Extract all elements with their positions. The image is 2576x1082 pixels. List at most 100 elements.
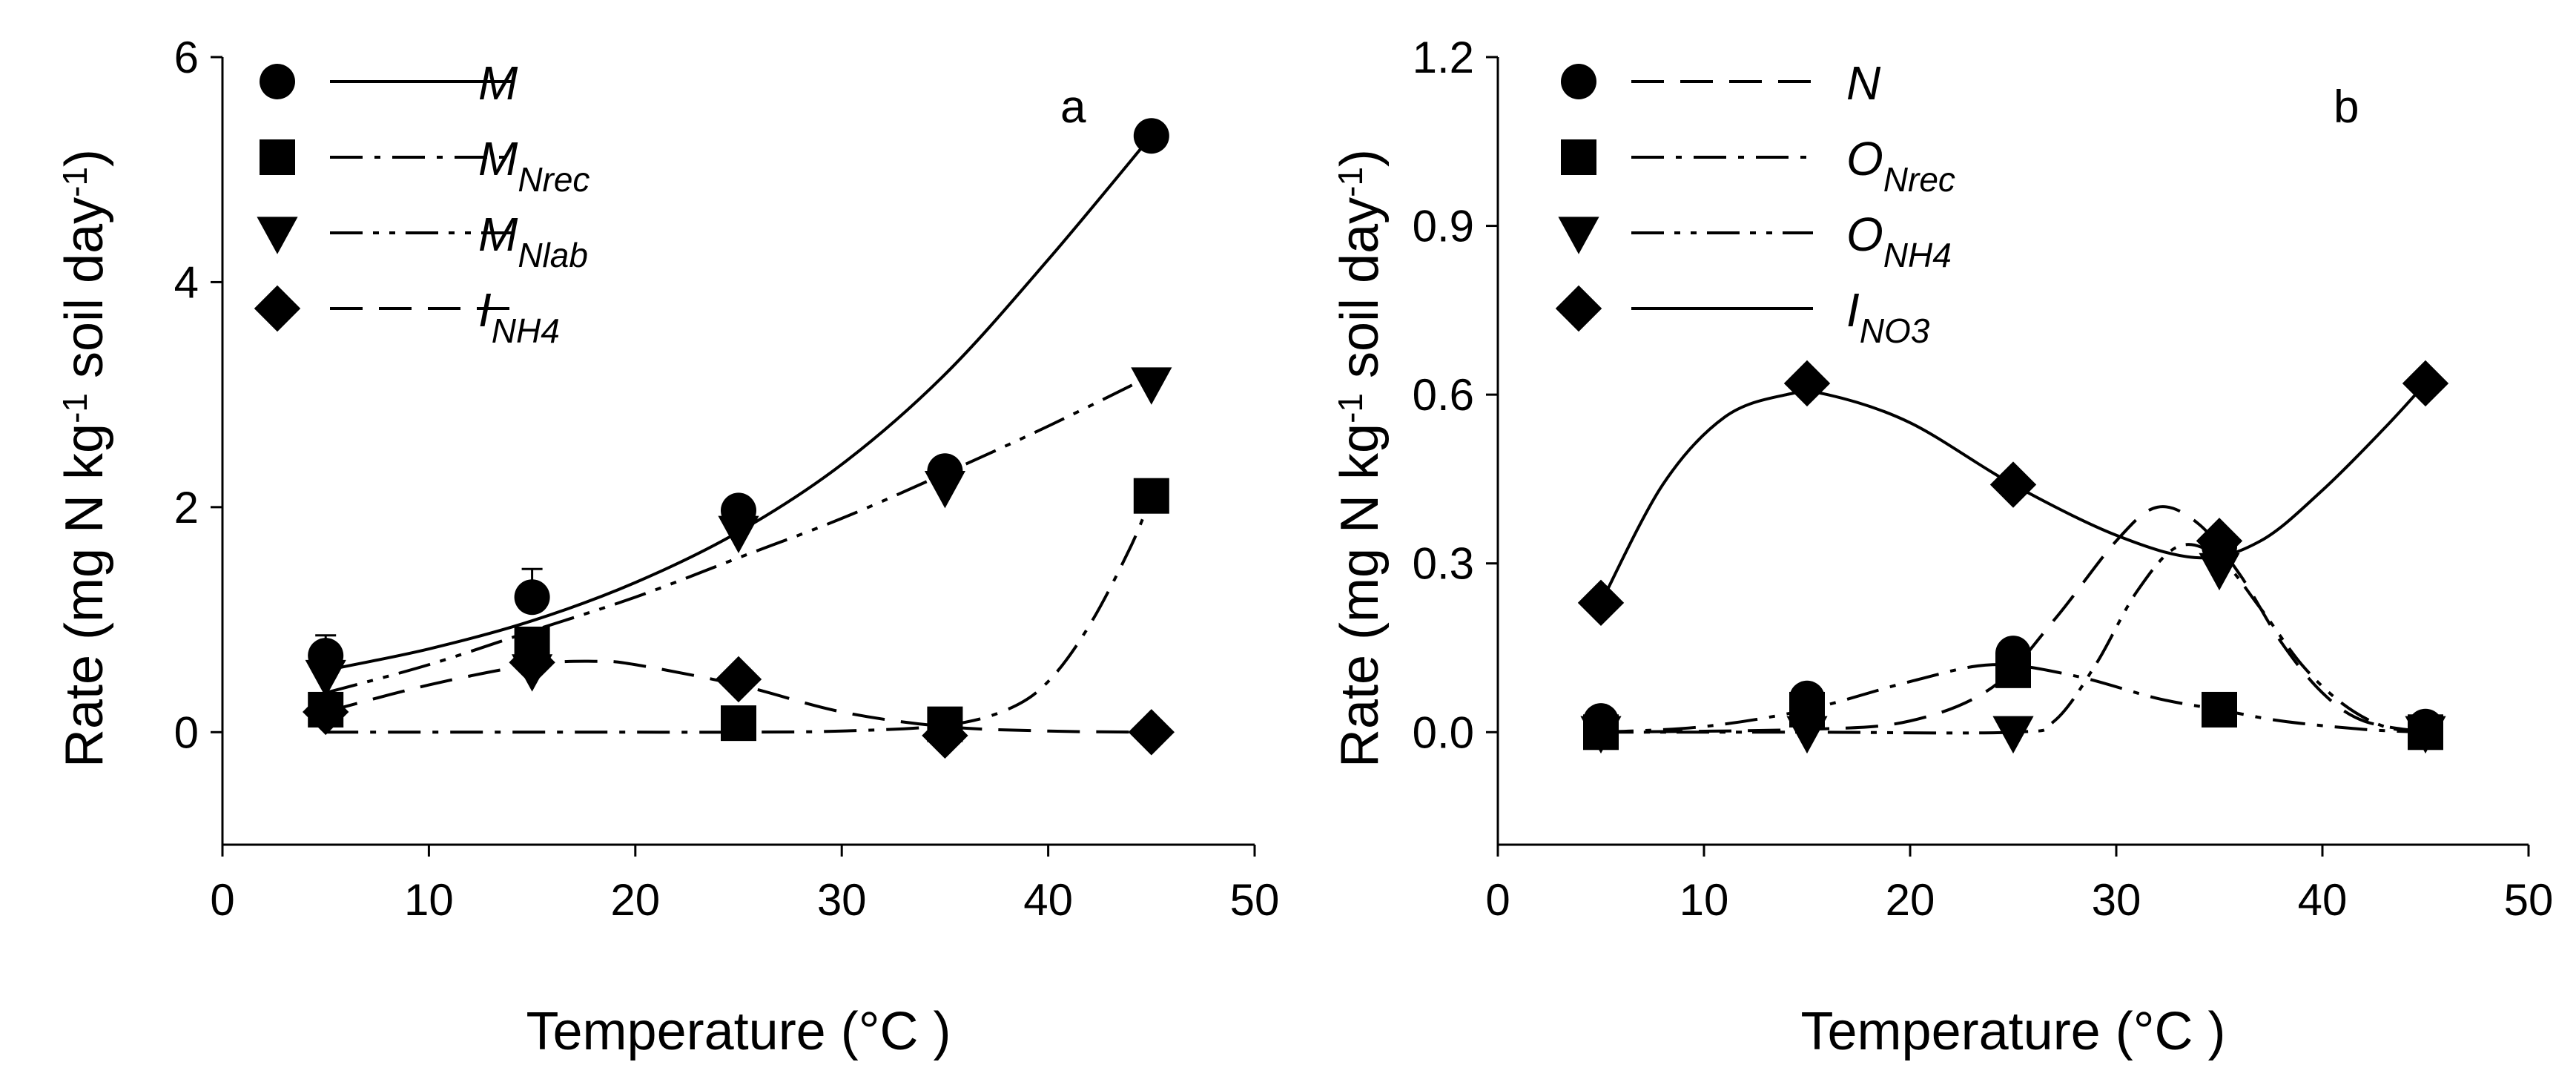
y-axis-title-superscript: -1 — [56, 167, 94, 197]
y-tick-label: 0.3 — [1413, 539, 1474, 589]
data-point-ONH4 — [2405, 716, 2446, 754]
data-point-INH4 — [922, 712, 968, 759]
data-point-ONrec — [1995, 652, 2031, 688]
legend-label-INO3: INO3 — [1846, 283, 1930, 350]
y-axis-title-superscript: -1 — [1331, 393, 1370, 423]
legend-label-ONrec: ONrec — [1846, 132, 1955, 199]
legend-marker-ONrec — [1561, 139, 1596, 175]
legend-label-main: M — [478, 208, 518, 261]
y-axis-title-part: soil day — [55, 197, 114, 393]
y-tick-label: 0.6 — [1413, 370, 1474, 420]
x-tick-label: 10 — [404, 875, 454, 925]
legend-label-MNrec: MNrec — [478, 132, 589, 199]
data-point-INO3 — [1783, 360, 1831, 407]
data-point-INO3 — [1989, 461, 2037, 508]
series-fit-line-ONrec — [1600, 663, 2426, 734]
panel-a: 0 10 20 30 40 50 0 2 4 6 Temperature (°C ) Rate (mg… — [55, 33, 1279, 1061]
data-point-INH4 — [303, 688, 349, 736]
legend-label-main: O — [1846, 208, 1883, 261]
y-axis-title: Rate (mg N kg-1 soil day-1) — [55, 149, 114, 768]
data-point-INO3 — [1577, 579, 1625, 627]
x-tick-label: 20 — [610, 875, 660, 925]
panel-letter: b — [2334, 82, 2359, 133]
data-point-ONH4 — [1992, 716, 2034, 754]
y-tick-label: 1.2 — [1413, 33, 1474, 82]
series-fit-line-M — [325, 134, 1153, 672]
y-axis-title-superscript: -1 — [1331, 167, 1370, 197]
data-point-MNrec — [721, 705, 756, 742]
series-fit-line-INH4 — [325, 659, 1152, 734]
legend-label-subscript: Nrec — [518, 160, 589, 199]
legend-label-main: M — [478, 56, 518, 110]
y-axis-title-part: soil day — [1330, 197, 1390, 393]
y-tick-label: 0.0 — [1413, 707, 1474, 757]
data-point-INO3 — [2402, 360, 2449, 407]
x-tick-label: 30 — [817, 875, 867, 925]
data-point-INO3 — [2196, 518, 2243, 564]
x-tick-label: 10 — [1680, 875, 1729, 925]
series-fit-line-ONH4 — [1600, 543, 2426, 735]
legend-label-subscript: NH4 — [492, 311, 560, 350]
data-point-ONrec — [2202, 691, 2237, 728]
legend-label-subscript: NO3 — [1860, 311, 1930, 350]
x-axis-title: Temperature (°C ) — [526, 1002, 951, 1061]
legend-label-N: N — [1846, 56, 1881, 110]
y-tick-label: 0 — [174, 707, 199, 757]
legend-label-MNlab: MNlab — [478, 208, 588, 274]
data-point-ONH4 — [2199, 552, 2240, 591]
y-tick-label: 6 — [174, 33, 199, 82]
legend-label-main: O — [1846, 132, 1883, 185]
legend-label-subscript: Nrec — [1883, 160, 1955, 199]
x-tick-label: 50 — [1230, 875, 1280, 925]
x-tick-label: 40 — [2298, 875, 2348, 925]
legend-label-main: M — [478, 132, 518, 185]
series-fit-line-MNrec — [326, 495, 1153, 734]
legend-marker-INO3 — [1555, 285, 1602, 332]
data-point-INH4 — [1128, 709, 1175, 756]
legend-marker-M — [260, 64, 295, 99]
x-tick-label: 30 — [2092, 875, 2141, 925]
y-axis-title: Rate (mg N kg-1 soil day-1) — [1330, 149, 1390, 768]
y-axis-title-part: Rate (mg N kg — [55, 423, 114, 768]
data-point-MNrec — [1133, 478, 1169, 514]
legend-label-main: I — [478, 283, 492, 337]
data-point-ONH4 — [1786, 716, 1828, 754]
y-axis-title-superscript: -1 — [56, 393, 94, 423]
legend-label-ONH4: ONH4 — [1846, 208, 1952, 274]
data-point-MNlab — [718, 515, 759, 554]
legend-label-main: N — [1846, 56, 1881, 110]
x-axis-title: Temperature (°C ) — [1801, 1002, 2226, 1061]
legend-label-main: I — [1846, 283, 1860, 337]
data-point-MNlab — [305, 659, 346, 698]
legend-marker-ONH4 — [1558, 217, 1599, 254]
series-fit-line-MNlab — [325, 374, 1152, 695]
y-tick-label: 4 — [174, 257, 199, 307]
legend-label-M: M — [478, 56, 518, 110]
legend-label-subscript: Nlab — [518, 236, 588, 274]
x-tick-label: 0 — [210, 875, 234, 925]
y-axis-title-part: ) — [55, 149, 114, 167]
legend-marker-N — [1561, 64, 1596, 99]
data-point-M — [1133, 118, 1169, 154]
data-point-ONH4 — [1580, 716, 1622, 754]
panel-b: 0 10 20 30 40 50 0.0 0.3 0.6 0.9 1.2 Temperature (°… — [1330, 33, 2553, 1061]
data-point-MNlab — [924, 470, 965, 509]
x-tick-label: 50 — [2504, 875, 2554, 925]
data-point-M — [514, 579, 550, 616]
y-axis-title-part: ) — [1330, 149, 1390, 167]
legend-marker-MNlab — [257, 217, 298, 254]
y-axis-title-part: Rate (mg N kg — [1330, 423, 1390, 768]
legend-label-subscript: NH4 — [1883, 236, 1952, 274]
x-tick-label: 0 — [1485, 875, 1510, 925]
data-point-MNlab — [1131, 367, 1172, 405]
y-tick-label: 0.9 — [1413, 202, 1474, 251]
legend-marker-INH4 — [254, 285, 301, 332]
series-fit-line-N — [1600, 505, 2426, 734]
legend-label-INH4: INH4 — [478, 283, 560, 350]
x-tick-label: 20 — [1886, 875, 1935, 925]
y-tick-label: 2 — [174, 483, 199, 532]
data-point-INH4 — [509, 639, 555, 686]
